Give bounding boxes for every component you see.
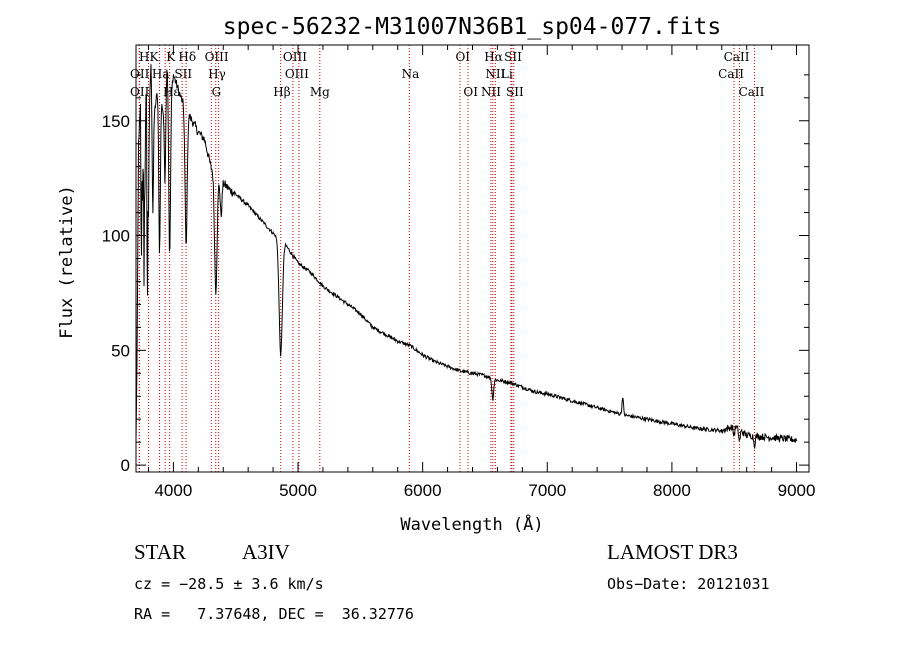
line-marker-label: HK (139, 50, 159, 64)
x-tick-label: 9000 (778, 481, 816, 500)
x-tick-label: 7000 (528, 481, 566, 500)
line-marker-label: Hγ (208, 67, 226, 81)
line-marker-label: Na (402, 67, 420, 81)
line-marker-label: OIII (205, 50, 229, 64)
line-marker-label: CaII (718, 67, 744, 81)
line-marker-label: CaII (739, 85, 765, 99)
line-marker-label: OII (130, 67, 150, 81)
x-axis-label: Wavelength (Å) (400, 513, 543, 535)
line-marker-label: CaII (724, 50, 750, 64)
y-tick-label: 50 (111, 341, 130, 360)
line-marker-label: Hε (163, 85, 180, 99)
x-tick-label: 6000 (404, 481, 442, 500)
line-marker-label: SII (174, 67, 192, 81)
axis-ticks: 4000 5000 6000 7000 8000 9000 0 50 100 150 (102, 45, 816, 500)
line-marker-label: Li (501, 67, 513, 81)
chart-title: spec-56232-M31007N36B1_sp04-077.fits (223, 14, 722, 40)
y-tick-label: 0 (121, 456, 130, 475)
x-tick-label: 8000 (653, 481, 691, 500)
obs-date: Obs−Date: 20121031 (607, 575, 770, 593)
y-axis-label: Flux (relative) (57, 185, 77, 339)
line-marker-label: Hα (484, 50, 503, 64)
x-tick-label: 4000 (154, 481, 192, 500)
line-marker-label: NII (485, 67, 505, 81)
line-marker-label: Hβ (273, 85, 290, 99)
x-tick-label: 5000 (279, 481, 317, 500)
spectrum-line (135, 64, 797, 450)
object-class: STAR (134, 540, 186, 564)
line-marker-label: OI (455, 50, 470, 64)
line-marker-label: Hδ (178, 50, 196, 64)
coordinates: RA = 7.37648, DEC = 36.32776 (134, 605, 414, 623)
line-marker-label: OIII (283, 50, 307, 64)
line-marker-label: Mg (310, 85, 330, 99)
line-marker-label: K (166, 50, 176, 64)
object-subclass: A3IV (242, 540, 290, 564)
y-tick-label: 100 (102, 227, 130, 246)
redshift-text: cz = −28.5 ± 3.6 km/s (134, 575, 324, 593)
line-marker-label: OI (463, 85, 478, 99)
y-tick-label: 150 (102, 112, 130, 131)
line-marker-label: NII (481, 85, 501, 99)
line-marker-label: G (212, 85, 222, 99)
line-marker-label: Ha (152, 67, 170, 81)
line-marker-label: SII (504, 50, 522, 64)
plot-frame (135, 44, 810, 473)
survey-name: LAMOST DR3 (607, 540, 738, 564)
line-marker-label: OII (130, 85, 150, 99)
line-marker-label: OIII (285, 67, 309, 81)
line-marker-label: SII (506, 85, 524, 99)
